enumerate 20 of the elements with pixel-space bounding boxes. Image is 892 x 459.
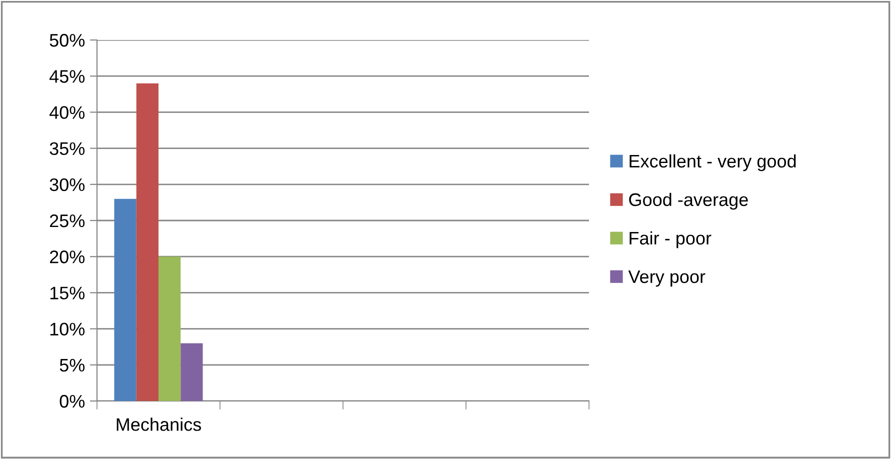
bar bbox=[180, 343, 203, 401]
bar bbox=[114, 198, 136, 401]
bar bbox=[136, 83, 158, 401]
y-tick-label: 5% bbox=[60, 358, 85, 372]
legend-label: Excellent - very good bbox=[630, 154, 796, 172]
y-tick-label: 10% bbox=[50, 322, 85, 336]
legend-label: Very poor bbox=[628, 270, 706, 287]
y-tick-label: 0% bbox=[60, 394, 85, 408]
y-tick-label: 40% bbox=[49, 106, 85, 119]
legend-label: Good -average bbox=[629, 192, 748, 210]
y-tick-label: 20% bbox=[50, 250, 85, 264]
y-tick-label: 45% bbox=[49, 70, 85, 83]
legend-label: Fair - poor bbox=[630, 231, 712, 248]
y-tick-label: 35% bbox=[50, 142, 85, 156]
y-tick-label: 25% bbox=[50, 214, 85, 228]
y-tick-label: 15% bbox=[50, 286, 85, 300]
y-tick-label: 50% bbox=[50, 34, 85, 47]
x-tick-label: Mechanics bbox=[116, 418, 201, 431]
y-tick-label: 30% bbox=[50, 178, 85, 192]
bar bbox=[158, 256, 181, 401]
